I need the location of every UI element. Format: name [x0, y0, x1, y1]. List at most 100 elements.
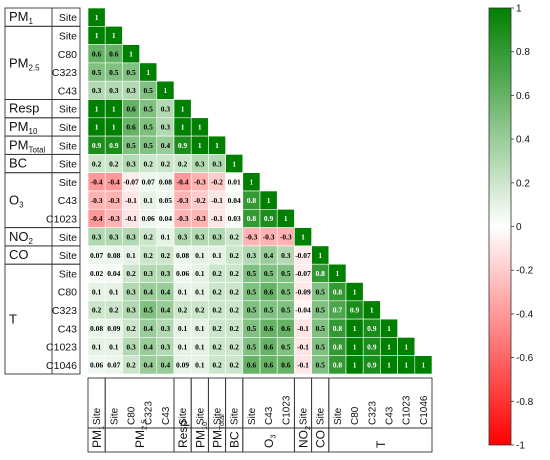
- cell-value: -0.3: [245, 232, 257, 241]
- cell-value: 0.9: [264, 214, 274, 223]
- cell-value: 0.1: [178, 287, 188, 296]
- column-group-label: Resp: [176, 420, 190, 448]
- cell-value: 0.4: [161, 287, 171, 296]
- cell-value: 0.1: [195, 287, 205, 296]
- cell-value: 0.3: [126, 306, 136, 315]
- cell-value: 0.2: [144, 232, 154, 241]
- column-site-label: Site: [299, 407, 310, 425]
- cell-value: 0.2: [230, 324, 240, 333]
- cell-value: 0.6: [264, 287, 274, 296]
- cell-value: 0.1: [195, 361, 205, 370]
- cell-value: 0.4: [161, 306, 171, 315]
- cell-value: -0.3: [108, 214, 120, 223]
- cell-value: 0.9: [109, 141, 119, 150]
- cell-value: 1: [95, 104, 99, 113]
- cell-value: -0.1: [211, 196, 223, 205]
- cell-value: 0.2: [178, 306, 188, 315]
- cell-value: 0.05: [159, 196, 172, 205]
- row-site-label: Site: [59, 140, 77, 152]
- cell-value: 0.2: [126, 361, 136, 370]
- cell-value: -0.1: [211, 214, 223, 223]
- cell-value: 1: [267, 196, 271, 205]
- cell-value: 0.4: [144, 361, 154, 370]
- cell-value: 0.2: [230, 269, 240, 278]
- column-group-label: PMTotal: [211, 414, 227, 448]
- cell-value: -0.4: [91, 178, 103, 187]
- row-site-label: Site: [59, 104, 77, 116]
- cell-value: 0.1: [109, 342, 119, 351]
- cell-value: 0.3: [195, 232, 205, 241]
- cell-value: 1: [353, 361, 357, 370]
- colorbar-tick-label: -0.2: [516, 266, 534, 277]
- cell-value: 0.3: [212, 159, 222, 168]
- colorbar: 1 0.8 0.6 0.4 0.2 0 -0.2 -0.4 -0.6 -0.8 -1: [488, 4, 534, 452]
- cell-value: 0.2: [212, 324, 222, 333]
- cell-value: 0.3: [161, 342, 171, 351]
- cell-value: 0.2: [212, 361, 222, 370]
- colorbar-tick-label: 0: [516, 222, 522, 233]
- cell-value: 0.9: [178, 141, 188, 150]
- column-site-label: Site: [333, 407, 344, 425]
- cell-value: 0.3: [126, 342, 136, 351]
- cell-value: 0.1: [195, 324, 205, 333]
- cell-value: -0.1: [297, 361, 309, 370]
- colorbar-gradient: [488, 7, 512, 446]
- cell-value: 0.3: [92, 232, 102, 241]
- cell-value: 0.08: [107, 251, 120, 260]
- column-site-label: C80: [127, 406, 138, 425]
- cell-value: 0.07: [107, 361, 120, 370]
- row-site-label: Site: [59, 30, 77, 42]
- cell-value: 0.5: [281, 342, 291, 351]
- cell-value: 0.9: [367, 324, 377, 333]
- column-group-label: NO2: [297, 426, 313, 448]
- cell-value: -0.1: [297, 342, 309, 351]
- row-site-label: C43: [58, 323, 77, 335]
- column-site-label: C323: [144, 401, 155, 425]
- cell-value: -0.07: [295, 251, 311, 260]
- cell-value: 1: [112, 104, 116, 113]
- cell-value: 0.5: [247, 342, 257, 351]
- cell-value: -0.3: [194, 178, 206, 187]
- cell-value: 0.6: [247, 361, 257, 370]
- cell-value: 0.1: [92, 342, 102, 351]
- cell-value: 0.3: [161, 324, 171, 333]
- colorbar-tick-label: 0.2: [516, 178, 530, 189]
- cell-value: 0.2: [161, 159, 171, 168]
- cell-value: 1: [215, 141, 219, 150]
- row-group-label: Resp: [9, 101, 39, 116]
- cell-value: 0.2: [230, 342, 240, 351]
- cell-value: -0.07: [123, 178, 139, 187]
- row-group-label: PM1: [9, 9, 34, 26]
- cell-value: 0.2: [230, 306, 240, 315]
- cell-value: 0.6: [126, 123, 136, 132]
- column-site-label: Site: [109, 407, 120, 425]
- cell-value: 1: [250, 178, 254, 187]
- cell-value: 1: [146, 68, 150, 77]
- cell-value: 1: [318, 251, 322, 260]
- column-group-label: PM1: [90, 426, 106, 448]
- cell-value: 0.9: [350, 306, 360, 315]
- cell-value: 0.4: [264, 251, 274, 260]
- cell-value: 0.1: [195, 342, 205, 351]
- colorbar-tick-label: -0.4: [516, 309, 534, 320]
- cell-value: 0.5: [247, 324, 257, 333]
- cell-value: -0.3: [108, 196, 120, 205]
- colorbar-tick-label: -0.6: [516, 353, 534, 364]
- row-group-box: [4, 263, 81, 375]
- cell-value: 0.3: [195, 159, 205, 168]
- row-site-label: C1023: [46, 342, 77, 354]
- cell-value: 1: [112, 123, 116, 132]
- row-group-label: PM10: [9, 119, 38, 136]
- cell-value: 0.5: [281, 269, 291, 278]
- cell-value: 1: [95, 13, 99, 22]
- cell-value: 0.3: [126, 86, 136, 95]
- colorbar-tick-label: 0.6: [516, 91, 530, 102]
- column-group-label: O3: [262, 434, 278, 448]
- cell-value: -0.2: [211, 178, 223, 187]
- cell-value: 0.5: [144, 104, 154, 113]
- column-site-label: C43: [385, 406, 396, 425]
- cell-value: 1: [387, 361, 391, 370]
- cell-value: 0.6: [281, 361, 291, 370]
- row-site-label: C323: [52, 305, 77, 317]
- cell-value: 0.3: [178, 232, 188, 241]
